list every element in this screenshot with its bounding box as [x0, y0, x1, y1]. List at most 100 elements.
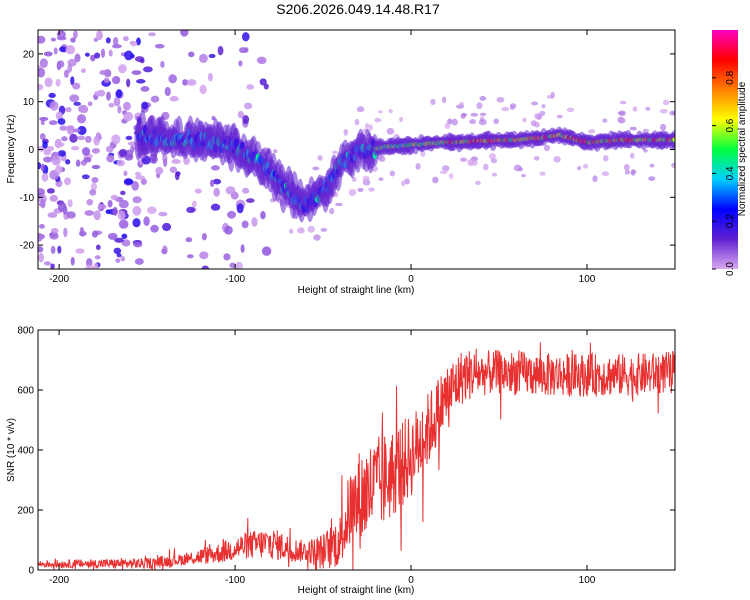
noise-blob: [63, 227, 68, 238]
noise-blob: [237, 110, 245, 119]
noise-blob: [81, 106, 89, 114]
noise-blob: [154, 43, 165, 49]
noise-blob: [41, 172, 49, 182]
noise-blob: [401, 180, 406, 187]
noise-blob: [158, 211, 168, 217]
noise-blob: [133, 241, 143, 248]
noise-blob: [115, 89, 123, 99]
noise-blob: [115, 258, 121, 263]
noise-blob: [629, 152, 635, 159]
noise-blob: [124, 50, 134, 61]
noise-blob: [602, 118, 608, 123]
ridge-core: [672, 137, 675, 142]
noise-blob: [415, 163, 421, 170]
noise-blob: [354, 118, 360, 126]
noise-blob: [444, 122, 451, 129]
noise-blob: [223, 253, 231, 261]
noise-blob: [95, 244, 101, 251]
noise-blob: [643, 149, 648, 153]
noise-blob: [488, 153, 496, 160]
noise-blob: [378, 177, 384, 182]
noise-blob: [38, 35, 46, 44]
noise-blob: [70, 146, 80, 151]
spectrogram-y-tick-label: -10: [20, 193, 35, 204]
noise-blob: [46, 188, 55, 194]
noise-blob: [186, 206, 196, 214]
noise-blob: [389, 170, 396, 177]
noise-blob: [70, 37, 76, 43]
noise-blob: [50, 228, 59, 234]
noise-blob: [534, 121, 540, 128]
noise-blob: [83, 157, 92, 163]
noise-blob: [111, 134, 121, 145]
noise-blob: [297, 227, 305, 234]
colorbar-tick-label: 0.6: [725, 118, 736, 132]
noise-blob: [251, 217, 258, 227]
snr-panel: -200 -100 0 100 0 200 400 600 800 Height of stra…: [6, 326, 676, 596]
snr-x-tick-label: -100: [225, 575, 245, 586]
noise-blob: [55, 78, 61, 87]
noise-blob: [91, 230, 98, 238]
noise-blob: [235, 261, 243, 269]
noise-blob: [47, 212, 58, 218]
noise-blob: [66, 125, 75, 135]
noise-blob: [107, 199, 113, 208]
noise-blob: [123, 178, 134, 185]
noise-blob: [441, 165, 450, 172]
noise-blob: [148, 32, 156, 37]
noise-blob: [493, 118, 500, 125]
noise-blob: [479, 95, 487, 101]
snr-y-tick-label: 200: [17, 506, 34, 517]
noise-blob: [460, 157, 468, 162]
noise-blob: [65, 106, 72, 113]
noise-blob: [171, 158, 181, 165]
colorbar-tick-label: 0.2: [725, 214, 736, 228]
noise-blob: [84, 52, 90, 57]
noise-blob: [49, 194, 59, 202]
noise-blob: [39, 133, 46, 141]
noise-blob: [239, 47, 248, 54]
noise-blob: [112, 206, 118, 216]
noise-blob: [439, 170, 448, 174]
noise-blob: [335, 202, 343, 207]
noise-blob: [110, 194, 118, 201]
noise-blob: [313, 234, 321, 241]
noise-blob: [135, 175, 146, 180]
noise-blob: [260, 211, 266, 220]
noise-blob: [399, 116, 404, 123]
noise-blob: [629, 126, 637, 131]
noise-blob: [67, 199, 73, 208]
noise-blob: [348, 188, 357, 196]
noise-blob: [38, 246, 44, 253]
colorbar-tick-label: 0.4: [725, 166, 736, 180]
noise-blob: [106, 154, 115, 163]
noise-blob: [57, 245, 62, 254]
noise-blob: [38, 232, 44, 242]
noise-blob: [210, 203, 221, 211]
noise-blob: [199, 251, 209, 260]
noise-blob: [118, 64, 127, 74]
noise-blob: [120, 190, 126, 196]
noise-blob: [475, 180, 481, 185]
noise-blob: [97, 204, 107, 210]
noise-blob: [211, 165, 220, 171]
noise-blob: [81, 174, 90, 180]
noise-blob: [259, 78, 267, 86]
noise-blob: [121, 239, 131, 247]
noise-blob: [343, 128, 349, 136]
noise-blob: [48, 120, 58, 126]
noise-blob: [362, 175, 370, 182]
noise-blob: [601, 171, 610, 176]
noise-blob: [261, 246, 272, 256]
noise-blob: [191, 200, 197, 208]
noise-blob: [51, 155, 61, 166]
noise-blob: [491, 172, 498, 177]
noise-blob: [320, 227, 328, 232]
noise-blob: [147, 206, 157, 214]
noise-blob: [357, 187, 364, 192]
noise-blob: [227, 210, 237, 219]
noise-blob: [99, 69, 109, 76]
noise-blob: [140, 85, 150, 92]
noise-blob: [186, 79, 197, 86]
noise-blob: [212, 178, 222, 185]
